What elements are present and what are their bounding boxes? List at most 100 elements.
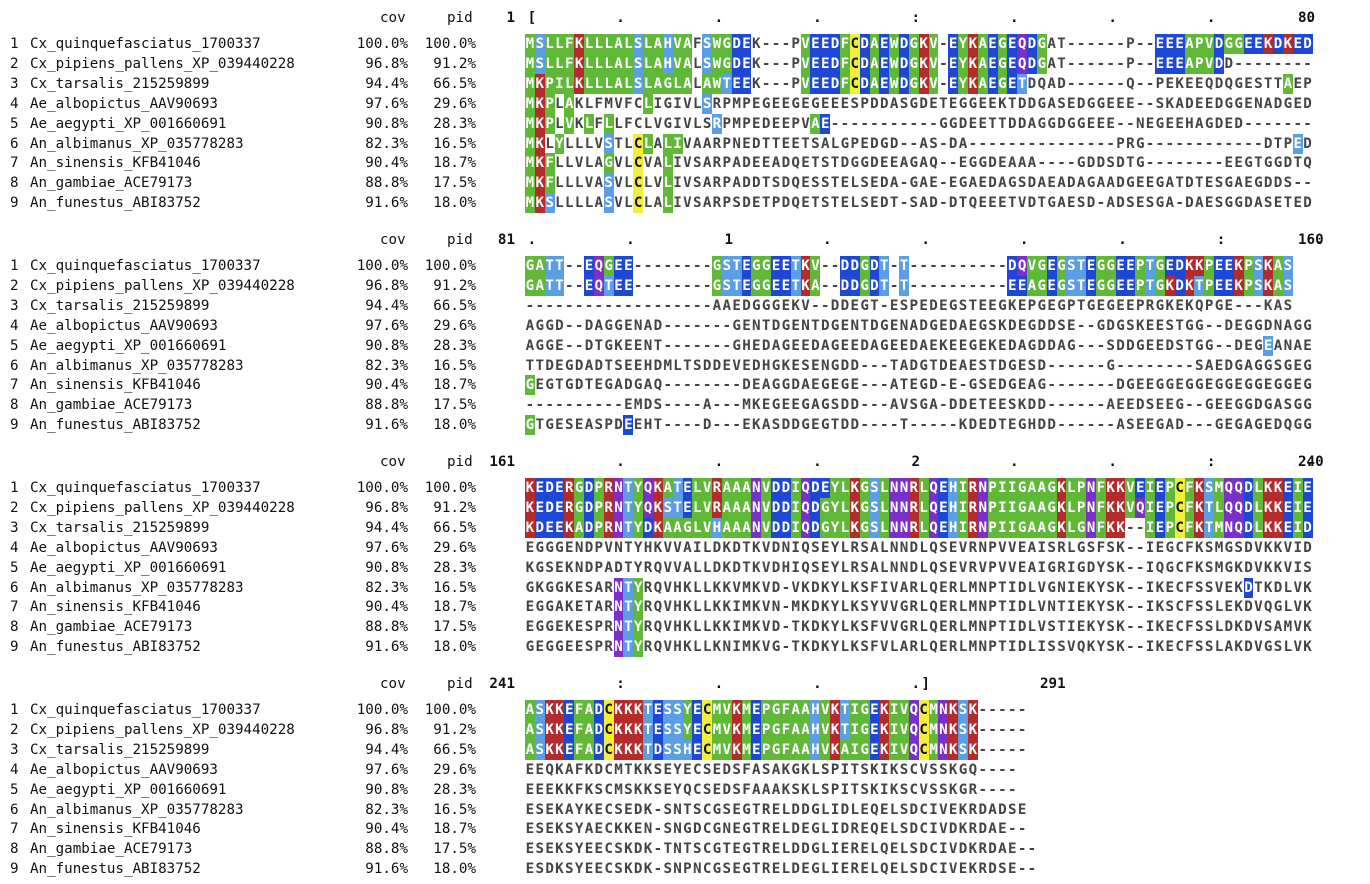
- residue: A: [998, 175, 1007, 192]
- residue: E: [1293, 357, 1302, 374]
- residue: -: [663, 417, 672, 434]
- residue: -: [1106, 377, 1115, 394]
- residue: -: [1224, 135, 1234, 152]
- residue: G: [1204, 397, 1214, 414]
- residue: -: [683, 417, 692, 434]
- residue: T: [623, 517, 634, 538]
- residue: L: [879, 478, 890, 498]
- residue: T: [584, 377, 594, 394]
- residue: A: [988, 821, 997, 838]
- residue: D: [1037, 357, 1047, 374]
- residue: -: [1007, 741, 1017, 758]
- residue: D: [791, 841, 800, 858]
- residue: G: [1106, 357, 1115, 374]
- residue: V: [1007, 559, 1017, 576]
- residue: G: [1037, 95, 1047, 112]
- residue: F: [1095, 478, 1106, 498]
- coverage-value: 88.8%: [365, 397, 408, 414]
- residue: A: [1244, 357, 1253, 374]
- residue: N: [1086, 497, 1096, 518]
- residue: D: [840, 297, 850, 314]
- residue: N: [889, 559, 899, 576]
- residue: G: [1057, 297, 1066, 314]
- sequence-name: Cx_pipiens_pallens_XP_039440228: [30, 277, 295, 294]
- residue: E: [594, 841, 604, 858]
- residue: D: [1214, 34, 1224, 54]
- residue: G: [751, 275, 762, 296]
- residue: S: [869, 478, 880, 498]
- residue: E: [1145, 115, 1155, 132]
- residue: A: [604, 559, 613, 576]
- residue: K: [1263, 297, 1273, 314]
- residue: K: [534, 93, 545, 114]
- residue: -: [978, 277, 987, 294]
- sequence-name: An_albimanus_XP_035778283: [30, 579, 244, 596]
- residue: -: [958, 277, 968, 294]
- residue: F: [742, 781, 751, 798]
- residue: E: [1145, 417, 1155, 434]
- residue: K: [1155, 579, 1165, 596]
- sequence-residues: ESEKSYEECSKDK-TNTSCGTEGTRELDDGLIERELQELS…: [525, 839, 1037, 859]
- residue: -: [998, 721, 1007, 738]
- residue: G: [1027, 317, 1037, 334]
- residue: L: [643, 53, 653, 74]
- residue: Y: [633, 617, 644, 638]
- residue: I: [1037, 539, 1047, 556]
- residue: I: [791, 559, 800, 576]
- residue: G: [1037, 297, 1047, 314]
- residue: S: [899, 781, 909, 798]
- residue: E: [820, 73, 831, 94]
- identity-value: 29.6%: [433, 317, 476, 334]
- residue: A: [594, 155, 604, 172]
- residue: D: [574, 377, 584, 394]
- residue: L: [840, 559, 850, 576]
- residue: L: [623, 34, 634, 54]
- residue: Y: [633, 637, 644, 658]
- residue: C: [1175, 639, 1184, 656]
- range-start: 161: [489, 454, 515, 470]
- residue: K: [574, 115, 584, 132]
- residue: K: [1263, 478, 1274, 498]
- residue: I: [958, 478, 968, 498]
- residue: Q: [968, 195, 978, 212]
- residue: S: [978, 377, 987, 394]
- residue: G: [830, 357, 840, 374]
- residue: K: [643, 801, 653, 818]
- residue: T: [1007, 95, 1017, 112]
- residue: I: [1293, 539, 1302, 556]
- row-index: 5: [10, 559, 19, 576]
- residue: K: [801, 639, 810, 656]
- residue: S: [672, 739, 683, 760]
- residue: A: [1273, 619, 1283, 636]
- residue: D: [614, 559, 623, 576]
- residue: K: [1017, 397, 1027, 414]
- residue: S: [860, 559, 869, 576]
- residue: -: [1303, 55, 1312, 72]
- residue: Y: [958, 73, 968, 94]
- residue: D: [840, 417, 850, 434]
- residue: S: [1303, 559, 1312, 576]
- coverage-value: 100.0%: [356, 702, 408, 718]
- residue: -: [712, 417, 722, 434]
- residue: E: [880, 801, 889, 818]
- residue: S: [663, 821, 672, 838]
- residue: T: [899, 377, 909, 394]
- residue: L: [593, 53, 604, 74]
- residue: K: [1263, 275, 1274, 296]
- residue: -: [771, 36, 781, 52]
- residue: G: [1047, 579, 1056, 596]
- residue: -: [860, 417, 869, 434]
- residue: V: [653, 115, 663, 132]
- residue: Y: [682, 719, 693, 740]
- residue: -: [811, 297, 820, 314]
- residue: S: [692, 357, 702, 374]
- residue: S: [633, 53, 644, 74]
- residue: V: [948, 841, 958, 858]
- residue: E: [565, 639, 574, 656]
- residue: D: [584, 497, 594, 518]
- residue: K: [1234, 559, 1243, 576]
- range-end: 80: [1298, 10, 1316, 26]
- residue: S: [771, 417, 781, 434]
- residue: T: [1057, 619, 1066, 636]
- residue: Y: [830, 497, 840, 518]
